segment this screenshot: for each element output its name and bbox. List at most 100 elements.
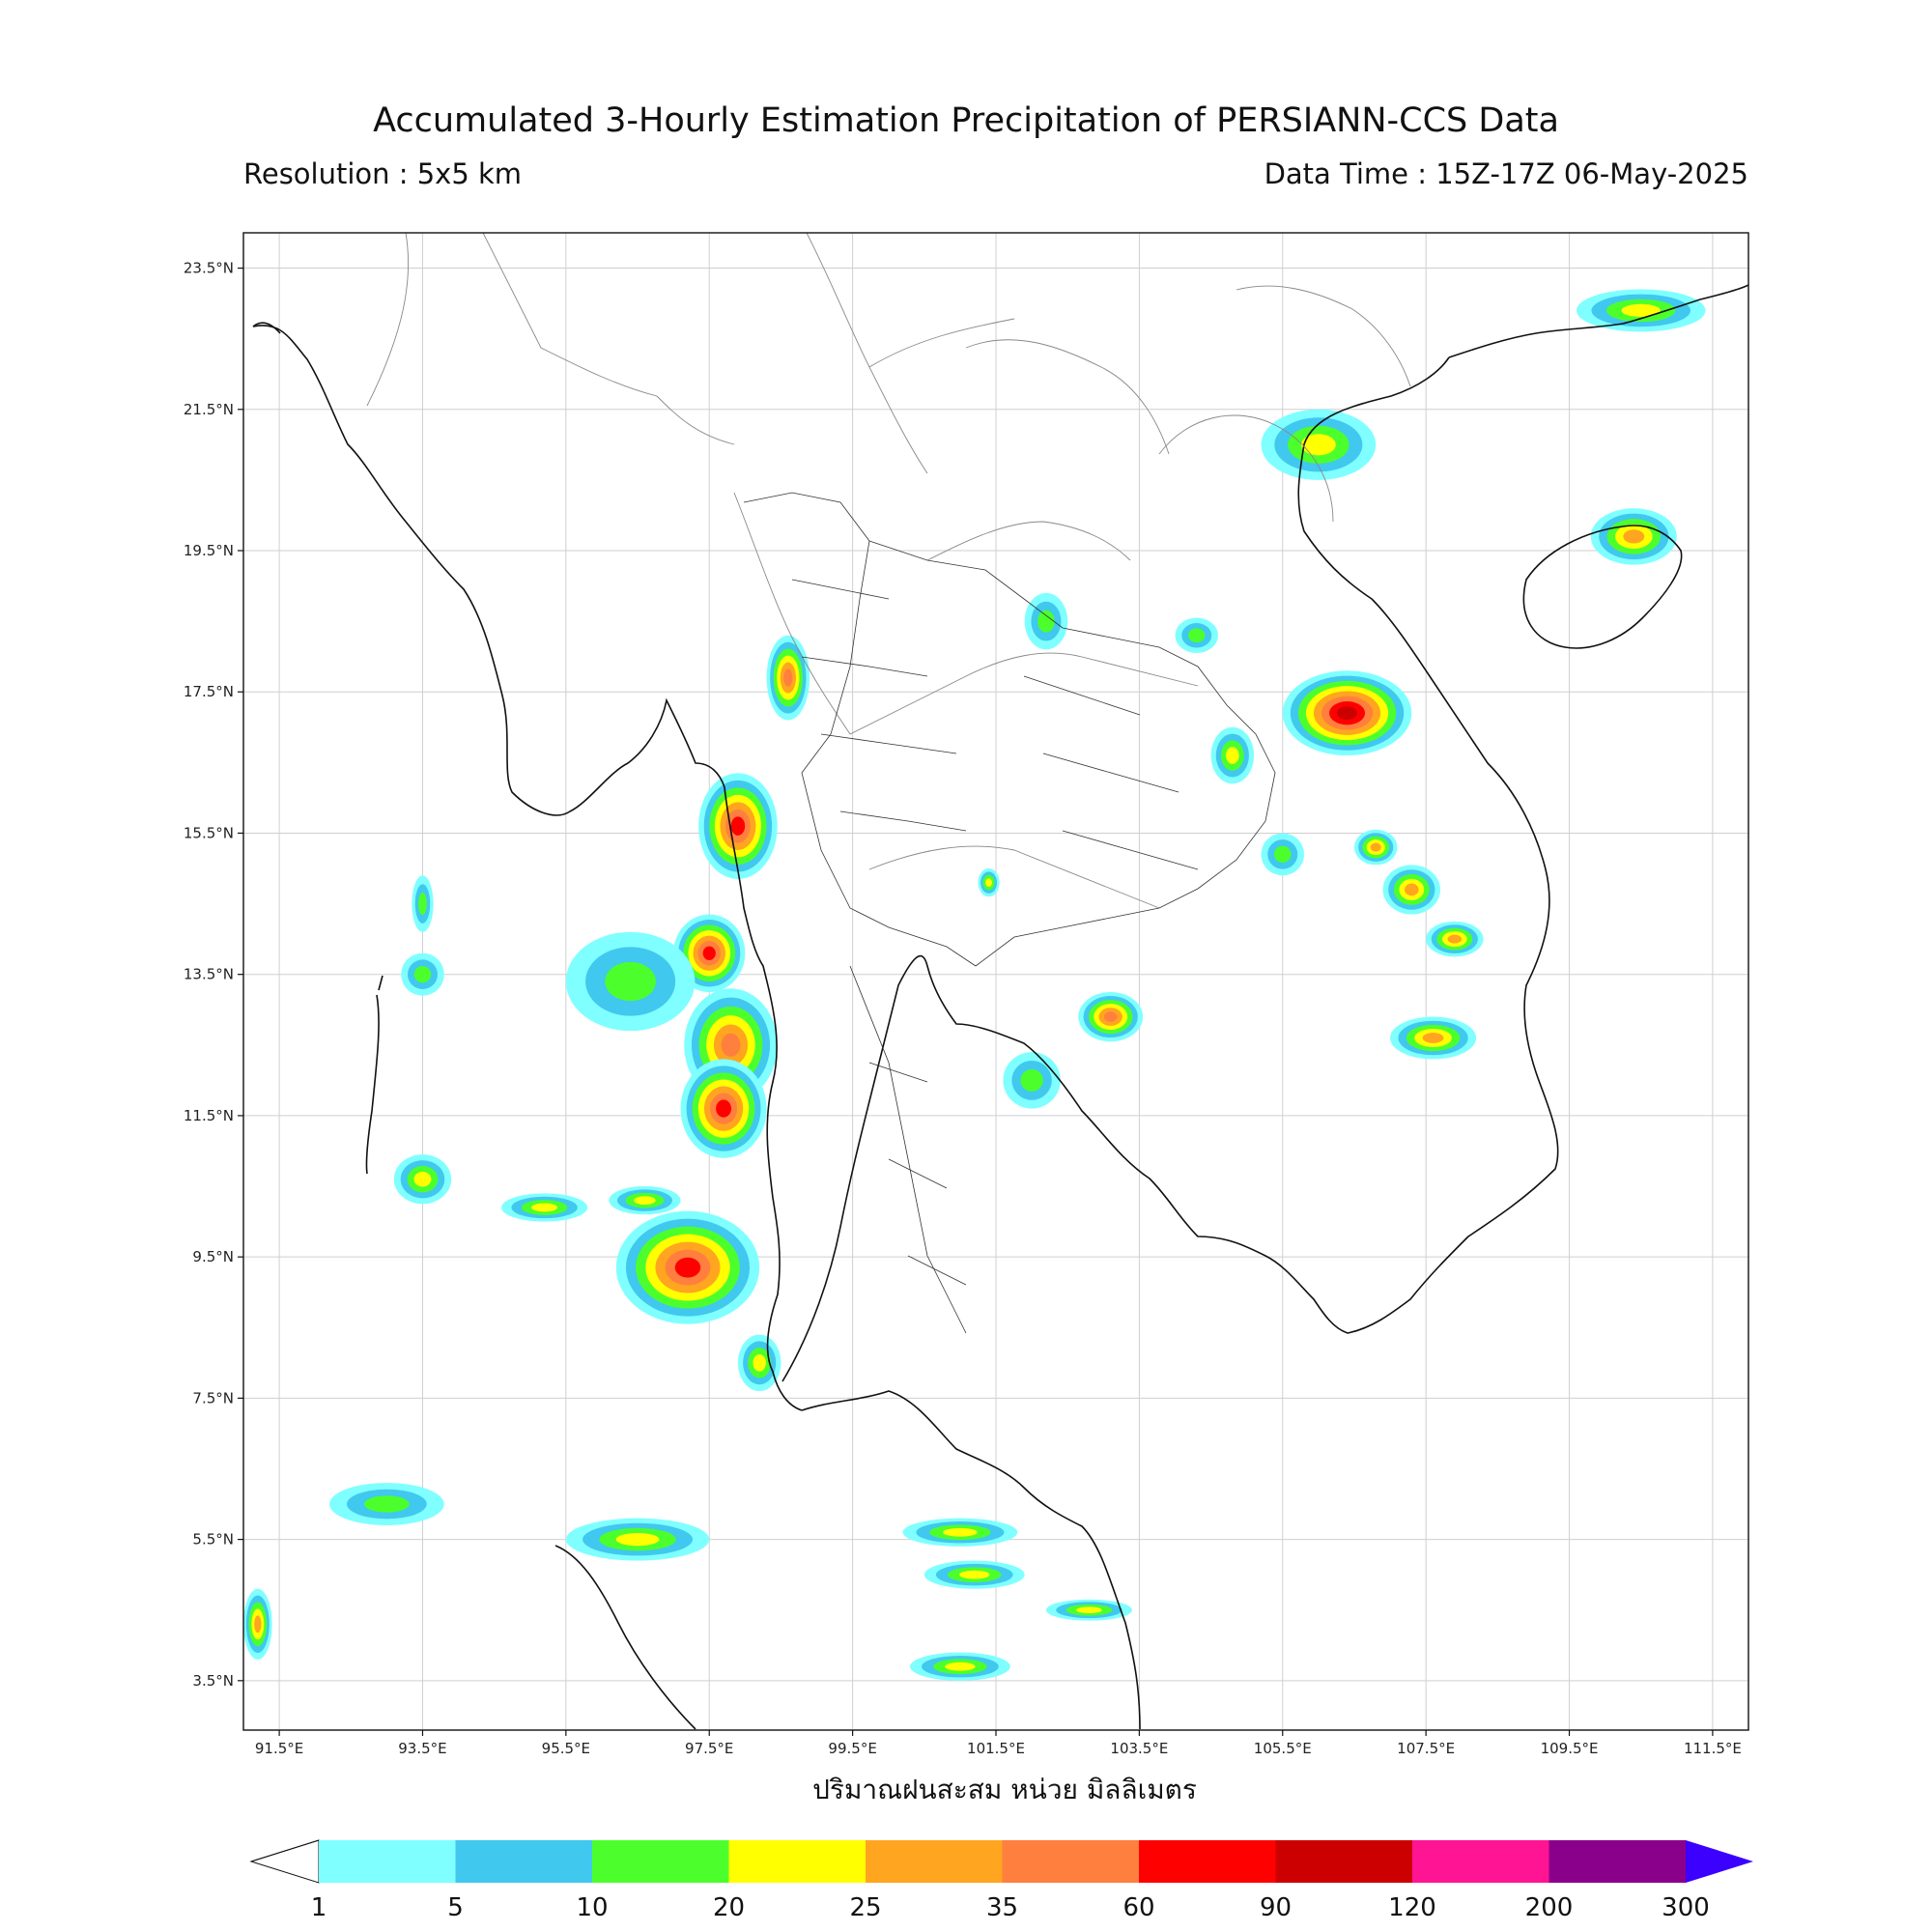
precip-contour — [1621, 303, 1661, 318]
precip-cell — [393, 1154, 452, 1205]
bay-of-bengal-coast — [252, 322, 281, 334]
colorbar-over-arrow — [1686, 1840, 1753, 1883]
precip-contour — [1300, 434, 1336, 456]
precip-contour — [702, 946, 716, 960]
lat-tick-label: 19.5°N — [184, 542, 234, 559]
precip-cell — [565, 1518, 710, 1561]
colorbar-under-arrow — [249, 1839, 320, 1884]
precip-contour — [1273, 845, 1292, 864]
lon-tick-label: 101.5°E — [967, 1740, 1025, 1757]
lat-tick-label: 23.5°N — [184, 260, 234, 277]
precip-contour — [363, 1495, 410, 1513]
lat-tick-label: 5.5°N — [192, 1531, 234, 1548]
precip-contour — [1337, 706, 1357, 721]
lon-tick-label: 93.5°E — [398, 1740, 446, 1757]
colorbar-segment — [866, 1840, 1003, 1883]
precip-cell — [1045, 1599, 1132, 1621]
province-boundaries — [743, 492, 1276, 1334]
precip-cell — [1024, 592, 1068, 650]
lon-tick-label: 91.5°E — [255, 1740, 303, 1757]
precip-contour — [783, 668, 793, 687]
lon-tick-label: 109.5°E — [1541, 1740, 1599, 1757]
precip-cell — [609, 1186, 681, 1215]
precip-cell — [329, 1483, 444, 1525]
lon-tick-label: 97.5°E — [685, 1740, 733, 1757]
gulf-thailand-coast — [781, 356, 1559, 1382]
colorbar-label: 200 — [1525, 1893, 1574, 1922]
precip-contour — [531, 1203, 558, 1212]
chart-title: Accumulated 3-Hourly Estimation Precipit… — [373, 101, 1559, 140]
precip-contour — [959, 1570, 990, 1579]
precip-contour — [1037, 610, 1055, 633]
precip-cell — [1261, 833, 1305, 876]
precip-contour — [730, 816, 746, 836]
precip-cell — [698, 773, 778, 879]
colorbar-segment — [728, 1840, 867, 1883]
admin-borders — [366, 233, 1411, 909]
precip-contour — [753, 1353, 766, 1372]
lat-tick-label: 15.5°N — [184, 824, 234, 841]
lon-tick-label: 95.5°E — [542, 1740, 590, 1757]
colorbar-label: 1 — [311, 1893, 327, 1922]
colorbar-segment — [455, 1840, 593, 1883]
precip-contour — [1187, 628, 1206, 642]
precip-cell — [243, 1588, 272, 1660]
precip-contour — [942, 1527, 978, 1537]
precip-cell — [766, 635, 810, 721]
colorbar-label: 90 — [1260, 1893, 1292, 1922]
precip-contour — [418, 893, 427, 916]
precip-cell — [1353, 829, 1398, 866]
malay-east-coast — [801, 1390, 1141, 1730]
precip-cell — [978, 868, 1000, 897]
precip-contour — [1075, 1606, 1102, 1614]
colorbar-segment — [319, 1840, 456, 1883]
lat-tick-label: 17.5°N — [184, 683, 234, 700]
precip-cell — [1261, 409, 1377, 480]
colorbar-segment — [1412, 1840, 1549, 1883]
colorbar-label: 120 — [1388, 1893, 1436, 1922]
precip-cell — [401, 952, 444, 996]
precip-cell — [1078, 991, 1144, 1042]
precip-cell — [923, 1560, 1025, 1589]
andaman-islands — [365, 975, 384, 1175]
coastlines-borders — [252, 284, 1748, 1730]
precip-cell — [902, 1518, 1018, 1547]
colorbar-label: 300 — [1662, 1893, 1710, 1922]
resolution-label: Resolution : 5x5 km — [243, 157, 523, 190]
colorbar-label: 10 — [576, 1893, 608, 1922]
precip-cell — [1590, 508, 1677, 565]
precip-contour — [945, 1662, 976, 1671]
colorbar-segment — [1548, 1840, 1687, 1883]
colorbar: 1 5 10 20 25 35 60 90 120 200 300 — [249, 1839, 1753, 1922]
precip-cell — [909, 1652, 1010, 1681]
data-time-label: Data Time : 15Z-17Z 06-May-2025 — [1264, 157, 1748, 190]
latitude-ticks: 23.5°N 21.5°N 19.5°N 17.5°N 15.5°N 13.5°N 11.5… — [184, 260, 243, 1690]
colorbar-segment — [592, 1840, 729, 1883]
precip-contour — [674, 1257, 701, 1278]
precip-contour — [1422, 1033, 1444, 1043]
precip-cell — [615, 1210, 760, 1324]
lon-tick-label: 103.5°E — [1110, 1740, 1168, 1757]
precip-contour — [1103, 1011, 1118, 1022]
lat-tick-label: 3.5°N — [192, 1672, 234, 1690]
precip-cell — [737, 1334, 781, 1392]
precip-contour — [1370, 842, 1381, 852]
lat-tick-label: 13.5°N — [184, 966, 234, 983]
colorbar-label: 35 — [986, 1893, 1018, 1922]
precip-contour — [615, 1532, 660, 1547]
precip-cell — [1382, 865, 1440, 915]
precip-contour — [1447, 934, 1463, 944]
precip-contour — [634, 1196, 656, 1206]
precip-cell — [1210, 726, 1255, 784]
precip-cell — [412, 875, 434, 932]
precip-cell — [1282, 670, 1412, 756]
lat-tick-label: 21.5°N — [184, 401, 234, 418]
precip-contour — [413, 1171, 432, 1187]
colorbar-label: 20 — [713, 1893, 745, 1922]
precip-contour — [1405, 883, 1419, 896]
precip-contour — [716, 1099, 732, 1118]
precip-cell — [1576, 289, 1706, 332]
precip-contour — [254, 1615, 262, 1634]
myanmar-coast — [252, 325, 803, 1411]
precip-cell — [1175, 617, 1218, 654]
